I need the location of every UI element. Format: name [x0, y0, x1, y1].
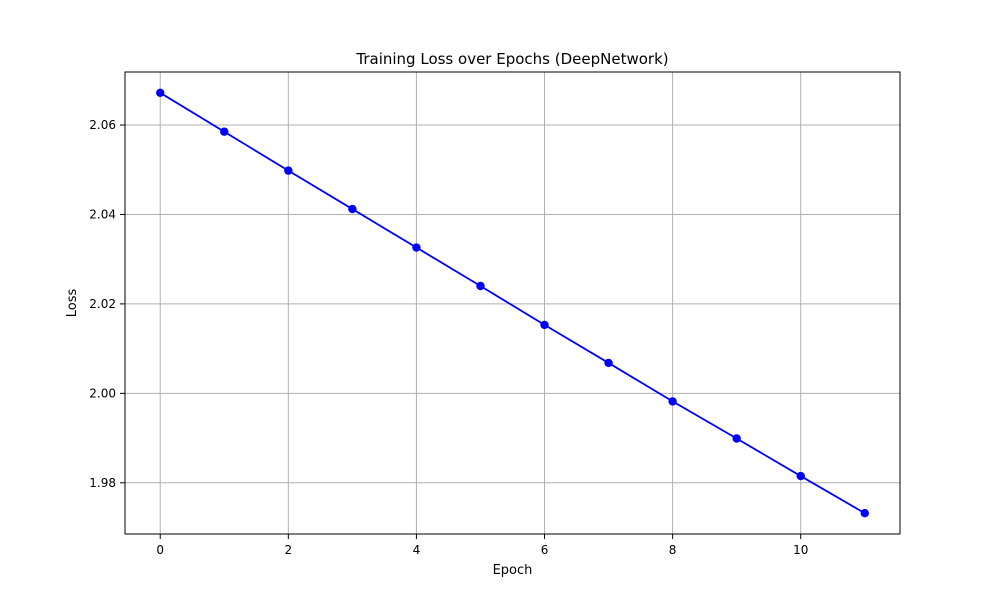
y-tick-label: 2.00 [89, 386, 116, 400]
y-tick-label: 1.98 [89, 476, 116, 490]
loss-data-point [860, 509, 869, 518]
plot-area-frame [124, 71, 901, 535]
y-tick-label: 2.02 [89, 297, 116, 311]
x-tick-label: 4 [413, 543, 421, 557]
y-tick-label: 2.04 [89, 207, 116, 221]
x-tick-label: 0 [156, 543, 164, 557]
loss-data-point [156, 88, 165, 98]
series-layer [156, 88, 869, 518]
y-axis-ticks: 1.98 2.00 2.02 2.04 2.06 [89, 118, 125, 490]
loss-data-point [220, 127, 229, 136]
x-axis-label: Epoch [493, 563, 533, 578]
loss-data-point [412, 243, 421, 252]
loss-data-point [732, 434, 741, 443]
loss-data-point [796, 471, 805, 481]
x-tick-label: 2 [285, 543, 293, 557]
x-axis-ticks: 0 2 4 6 8 10 [156, 534, 808, 557]
grid [125, 72, 900, 534]
loss-data-point [348, 204, 357, 214]
x-tick-label: 8 [669, 543, 677, 557]
chart-title: Training Loss over Epochs (DeepNetwork) [355, 50, 668, 68]
x-tick-label: 10 [793, 543, 808, 557]
y-tick-label: 2.06 [89, 118, 116, 132]
x-tick-label: 6 [541, 543, 549, 557]
loss-data-point [604, 358, 613, 368]
y-axis-label: Loss [65, 289, 80, 318]
loss-series-line [159, 92, 866, 514]
loss-data-point [476, 281, 485, 291]
loss-data-point [540, 320, 549, 330]
loss-data-point [284, 166, 293, 175]
loss-data-point [668, 397, 677, 406]
